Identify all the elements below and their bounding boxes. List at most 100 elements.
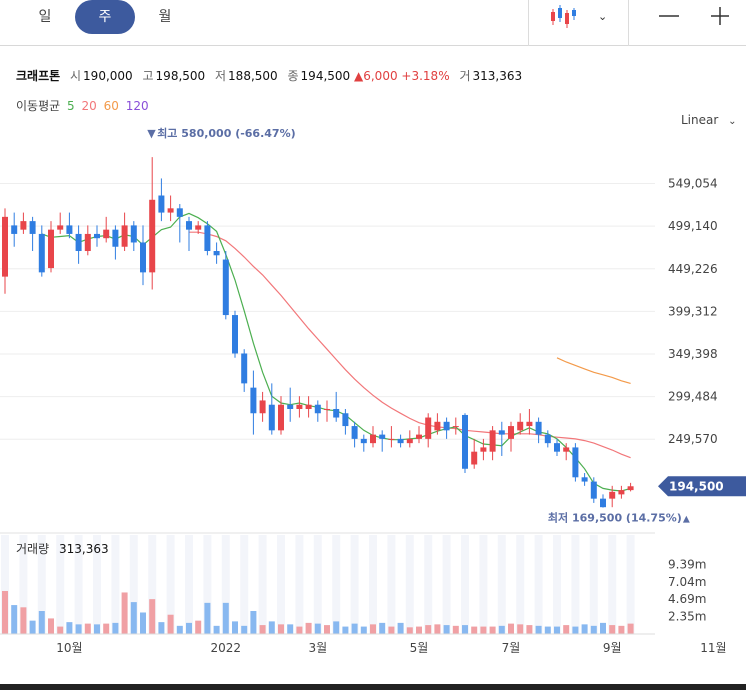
candle-body: [11, 225, 18, 234]
candle-body: [94, 233, 100, 239]
volume-bar: [296, 626, 303, 634]
volume-bar: [498, 625, 505, 634]
moving-average-legend: 이동평균 5 20 60 120: [16, 97, 149, 114]
candle-body: [140, 242, 146, 273]
current-price-tag: [658, 476, 746, 497]
x-axis-label: 11월: [700, 641, 726, 655]
volume-bar: [38, 611, 45, 634]
chevron-down-icon: ⌄: [728, 116, 737, 127]
tab-monthly[interactable]: 월: [158, 9, 172, 25]
x-axis-label: 3월: [308, 641, 327, 655]
volume-bar: [489, 626, 496, 634]
price-tick-label: 349,398: [668, 347, 718, 361]
volume-bar: [526, 625, 533, 634]
volume-bar: [167, 614, 174, 634]
plus-icon[interactable]: [710, 0, 730, 34]
candle-body: [609, 491, 616, 499]
candle-body: [443, 421, 450, 431]
candle-body: [489, 430, 496, 452]
volume-bar: [186, 622, 192, 634]
volume-background-stripe: [203, 535, 212, 634]
volume-background-stripe: [387, 535, 396, 634]
volume-background-stripe: [277, 535, 285, 634]
volume-label: 거: [459, 69, 471, 83]
volume-bar: [342, 626, 349, 634]
ma20-legend[interactable]: 20: [81, 99, 97, 113]
volume-bar: [213, 625, 220, 634]
candle-body: [416, 434, 422, 439]
volume-bar: [425, 625, 432, 634]
volume-background-stripe: [461, 535, 469, 634]
volume-background-stripe: [553, 535, 561, 634]
volume-background-stripe: [589, 535, 598, 634]
volume-bar: [627, 623, 634, 634]
ma20-line: [189, 231, 631, 459]
candle-body: [517, 421, 524, 431]
volume-bar: [314, 623, 321, 634]
tab-weekly[interactable]: 주: [75, 0, 135, 34]
volume-bar: [259, 625, 266, 634]
candlestick-icon-graphic: [551, 5, 576, 28]
candle-body: [563, 447, 570, 452]
candle-body: [66, 225, 73, 234]
volume-bar: [572, 626, 579, 634]
candle-body: [370, 434, 376, 444]
volume-background-stripe: [350, 535, 359, 634]
volume-tick-label: 7.04m: [668, 575, 706, 589]
volume-background-stripe: [240, 535, 249, 634]
candle-body: [103, 229, 110, 239]
stock-summary: 크래프톤 시 190,000 고 198,500 저 188,500 종 194,500…: [16, 67, 522, 84]
toolbar-divider: [628, 0, 629, 46]
ma60-legend[interactable]: 60: [103, 99, 119, 113]
candle-body: [20, 221, 27, 230]
candlestick-icon[interactable]: [548, 0, 580, 34]
volume-bar: [48, 618, 54, 634]
ma5-legend[interactable]: 5: [67, 99, 75, 113]
x-axis-label: 7월: [502, 641, 521, 655]
high-marker-icon: ▼: [147, 127, 156, 140]
volume-bar: [103, 623, 110, 634]
volume-background-stripe: [93, 535, 101, 634]
volume-background-stripe: [295, 535, 304, 634]
candle-body: [627, 486, 634, 491]
volume-bar: [416, 626, 422, 634]
volume-bar: [370, 624, 376, 634]
volume-background-stripe: [1, 535, 9, 634]
volume-background-stripe: [74, 535, 83, 634]
scale-mode-dropdown[interactable]: Linear ⌄: [681, 113, 737, 127]
candle-body: [250, 387, 257, 414]
candle-body: [425, 417, 432, 439]
x-axis-label: 9월: [603, 641, 622, 655]
volume-background-stripe: [166, 535, 175, 634]
top-toolbar: 일 주 월 ⌄: [0, 0, 746, 46]
volume-bar: [176, 625, 183, 634]
candle-body: [324, 408, 330, 410]
tab-daily[interactable]: 일: [38, 9, 52, 25]
volume-bar: [66, 622, 73, 634]
candle-body: [388, 438, 395, 440]
chevron-down-icon[interactable]: ⌄: [598, 10, 608, 23]
volume-bar: [618, 625, 625, 634]
minus-icon[interactable]: [658, 0, 680, 34]
volume-background-stripe: [185, 535, 193, 634]
volume-background-stripe: [442, 535, 451, 634]
volume-panel-label: 거래량: [16, 542, 49, 556]
x-axis-label: 2022: [211, 641, 242, 655]
low-value: 188,500: [228, 69, 278, 83]
candle-body: [84, 233, 91, 252]
high-label: 고: [142, 69, 154, 83]
open-value: 190,000: [83, 69, 133, 83]
change-arrow-icon: ▲: [354, 69, 364, 83]
candle-body: [149, 199, 156, 273]
volume-bar: [554, 626, 560, 634]
volume-background-stripe: [516, 535, 525, 634]
volume-background-stripe: [221, 535, 230, 634]
volume-bar: [360, 626, 367, 634]
candle-body: [480, 447, 487, 452]
candle-body: [48, 229, 54, 269]
ma120-legend[interactable]: 120: [125, 99, 149, 113]
volume-background-stripe: [56, 535, 65, 634]
candle-body: [590, 481, 597, 499]
candle-body: [360, 438, 367, 444]
